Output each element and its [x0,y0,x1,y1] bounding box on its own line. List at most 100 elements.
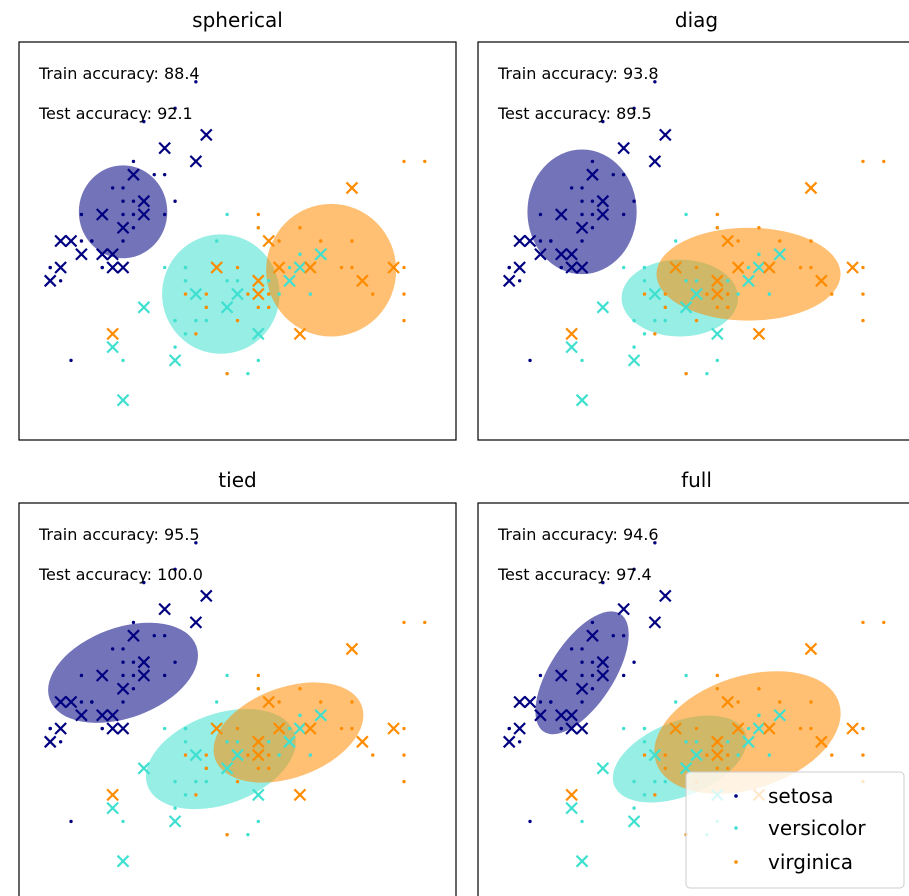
test-point-setosa [106,722,119,735]
train-point-virginica [319,700,323,704]
test-point-versicolor [314,708,328,722]
train-point-versicolor [642,265,647,270]
test-point-virginica [731,722,745,735]
train-point-virginica [861,753,865,757]
train-point-setosa [590,620,595,625]
train-point-setosa [580,660,584,664]
train-point-virginica [298,226,302,230]
train-point-versicolor [225,279,229,283]
train-point-virginica [256,766,261,771]
test-point-virginica [565,327,578,341]
train-point-virginica [423,159,427,164]
plot-area [502,80,886,407]
test-point-virginica [669,722,682,735]
test-point-setosa [565,722,578,735]
test-point-setosa [75,247,88,261]
train-point-setosa [131,226,136,230]
train-point-setosa [580,647,584,651]
train-point-versicolor [194,318,198,323]
test-point-setosa [106,247,119,261]
train-point-setosa [528,358,532,363]
train-point-virginica [715,687,720,691]
train-point-setosa [590,673,595,678]
train-point-versicolor [256,819,261,824]
ellipse-setosa [48,622,198,723]
train-point-setosa [580,239,584,243]
test-point-versicolor [627,815,641,828]
train-point-virginica [267,305,271,310]
test-point-virginica [356,735,369,749]
test-point-setosa [586,629,599,642]
test-point-setosa [586,168,599,181]
test-point-setosa [648,155,662,168]
train-point-virginica [684,371,688,376]
train-point-virginica [235,265,240,270]
train-point-virginica [809,265,813,270]
train-point-virginica [663,766,667,771]
train-point-versicolor [267,740,271,744]
train-point-versicolor [632,318,636,323]
train-point-virginica [319,239,323,243]
train-point-virginica [256,212,261,217]
train-point-virginica [809,700,813,704]
train-point-virginica [809,726,813,731]
train-point-setosa [590,660,595,664]
train-point-setosa [528,819,532,824]
train-point-versicolor [183,332,188,336]
ellipse-virginica [213,682,364,783]
train-point-versicolor [663,779,667,784]
train-point-setosa [611,172,615,177]
train-point-versicolor [121,819,125,824]
test-point-versicolor [596,301,610,314]
legend: setosa versicolor virginica [685,771,905,889]
legend-marker [734,794,738,798]
test-point-setosa [127,629,140,642]
train-point-virginica [694,318,699,323]
test-point-setosa [513,695,526,709]
train-point-versicolor [684,279,688,283]
test-point-setosa [554,208,568,221]
train-point-setosa [48,726,52,731]
train-point-versicolor [308,292,313,296]
train-point-setosa [142,119,146,124]
test-point-versicolor [742,274,755,288]
train-point-setosa [152,633,156,638]
train-point-setosa [131,159,136,164]
train-point-virginica [402,159,406,164]
test-point-virginica [804,181,818,195]
train-point-setosa [549,700,553,704]
panel-title: tied [218,468,256,492]
train-point-versicolor [746,265,751,270]
test-point-versicolor [648,748,662,762]
train-point-virginica [882,159,886,164]
legend-marker [734,826,738,830]
train-point-setosa [131,212,136,217]
legend-label: virginica [768,850,853,874]
train-point-versicolor [214,239,219,243]
train-point-virginica [371,753,375,757]
train-point-virginica [246,753,250,757]
test-point-setosa [534,247,547,261]
train-point-virginica [246,292,250,296]
test-point-virginica [356,274,369,288]
test-point-setosa [200,589,213,603]
train-point-setosa [507,265,511,270]
train-point-virginica [194,793,198,797]
ellipse-virginica [266,203,397,337]
legend-label: setosa [768,784,833,808]
panel-diag: diag Train accuracy: 93.8 Test accuracy:… [477,8,909,441]
train-point-virginica [642,753,647,757]
test-point-virginica [731,261,745,274]
test-point-versicolor [773,708,787,722]
test-point-virginica [846,261,859,274]
train-point-setosa [507,726,511,731]
train-point-versicolor [632,779,636,784]
train-point-setosa [142,580,146,585]
train-point-virginica [861,726,865,731]
train-point-virginica [339,726,344,731]
train-point-versicolor [621,726,626,731]
train-point-virginica [298,687,302,691]
train-point-versicolor [173,779,177,784]
train-point-virginica [402,292,406,296]
train-point-setosa [517,279,522,283]
